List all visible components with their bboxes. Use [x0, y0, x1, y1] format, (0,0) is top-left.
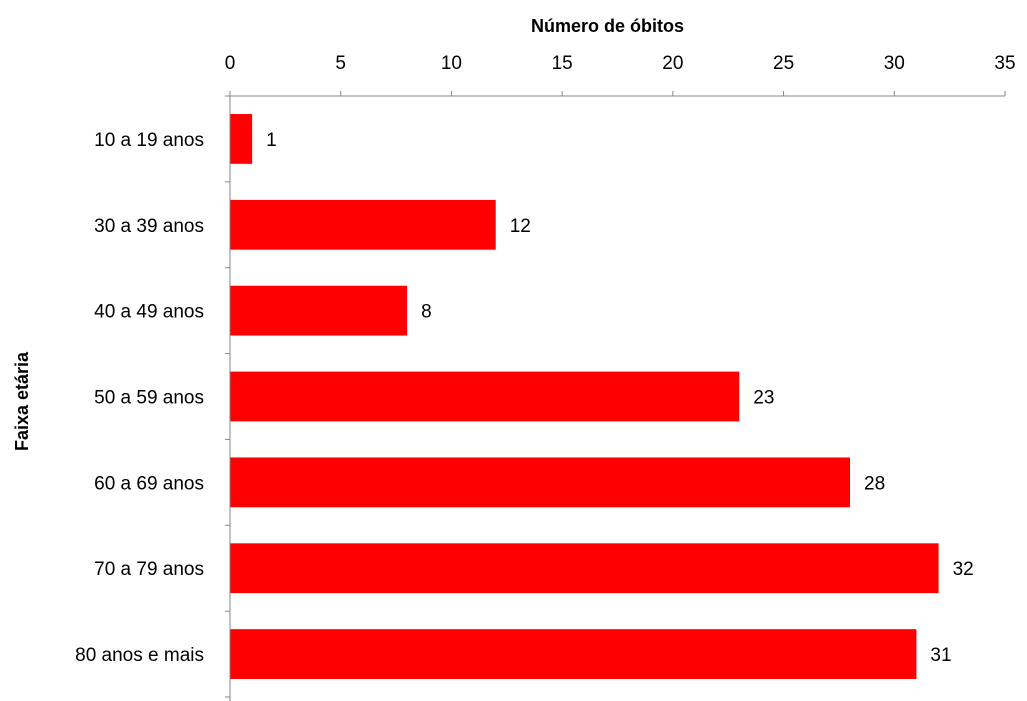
x-tick-label: 25 [773, 53, 794, 74]
category-label: 40 a 49 anos [94, 302, 204, 323]
data-labels: 1 12 8 23 28 32 31 [266, 130, 974, 666]
x-tick-label: 10 [441, 53, 462, 74]
y-axis-ticks [225, 95, 230, 698]
category-label: 80 anos e mais [75, 645, 204, 666]
category-label: 10 a 19 anos [94, 130, 204, 151]
x-tick-label: 30 [884, 53, 905, 74]
bar [230, 285, 408, 336]
data-label: 12 [510, 216, 531, 237]
data-label: 28 [864, 473, 885, 494]
bar-series [230, 114, 939, 679]
category-labels: 10 a 19 anos 30 a 39 anos 40 a 49 anos 50 a… [75, 130, 204, 666]
x-tick-label: 35 [994, 53, 1015, 74]
category-label: 60 a 69 anos [94, 473, 204, 494]
x-tick-label: 20 [662, 53, 683, 74]
category-label: 70 a 79 anos [94, 559, 204, 580]
x-axis-title: Número de óbitos [531, 16, 684, 36]
category-label: 50 a 59 anos [94, 388, 204, 409]
data-label: 31 [930, 645, 951, 666]
bar [230, 457, 850, 508]
data-label: 1 [266, 130, 277, 151]
x-tick-label: 0 [225, 53, 236, 74]
x-tick-label: 5 [335, 53, 346, 74]
bar [230, 543, 939, 594]
data-label: 23 [753, 388, 774, 409]
bar [230, 199, 496, 250]
bar [230, 114, 253, 164]
x-axis-ticks: 0 5 10 15 20 25 30 35 [225, 53, 1016, 96]
bar [230, 629, 917, 679]
bar [230, 371, 740, 422]
y-axis-title: Faixa etária [12, 351, 32, 451]
data-label: 32 [953, 559, 974, 580]
x-tick-label: 15 [552, 53, 573, 74]
category-label: 30 a 39 anos [94, 216, 204, 237]
data-label: 8 [421, 302, 432, 323]
